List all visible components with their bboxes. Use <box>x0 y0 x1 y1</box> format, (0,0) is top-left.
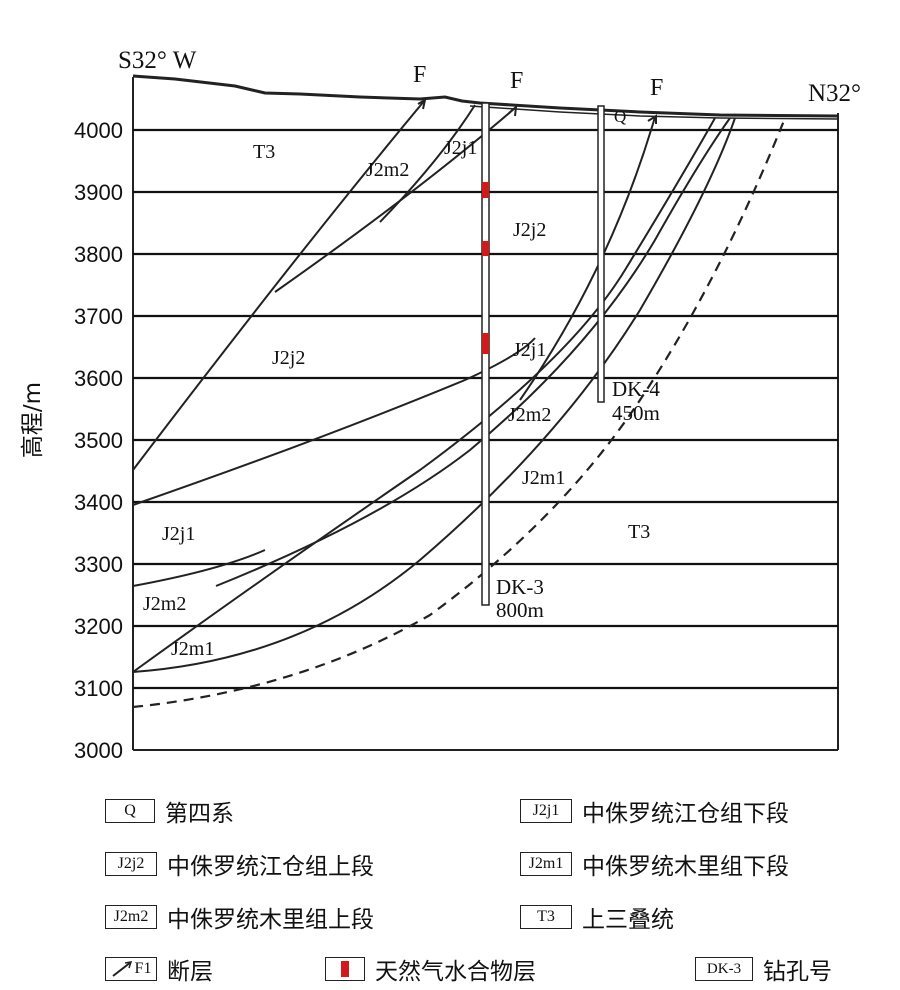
y-tick-3600: 3600 <box>74 366 123 391</box>
y-tick-labels: 4000 3900 3800 3700 3600 3500 3400 3300 … <box>74 118 123 763</box>
unit-label-j2j1-left: J2j1 <box>162 523 195 545</box>
y-tick-3200: 3200 <box>74 614 123 639</box>
legend-text-j2j2: 中侏罗统江仓组上段 <box>167 854 374 880</box>
t3-boundary-dashed <box>132 117 787 709</box>
legend-symbol-j2m2: J2m2 <box>105 905 157 929</box>
strata-boundaries <box>132 117 736 673</box>
legend-item-j2m1: J2m1 中侏罗统木里组下段 <box>520 847 789 881</box>
legend-text-t3: 上三叠统 <box>582 907 674 933</box>
legend-text-j2j1: 中侏罗统江仓组下段 <box>582 801 789 827</box>
legend-symbol-borehole: DK-3 <box>695 957 753 981</box>
hydrate-layer-3 <box>482 333 489 354</box>
left-direction-label: S32° W <box>118 47 197 74</box>
borehole-dk3-id: DK-3 <box>496 575 544 599</box>
borehole-dk3-depth: 800m <box>496 598 544 622</box>
legend-text-j2m2: 中侏罗统木里组上段 <box>167 907 374 933</box>
y-tick-3500: 3500 <box>74 428 123 453</box>
unit-label-j2m2-left: J2m2 <box>143 593 186 615</box>
legend-symbol-j2j1: J2j1 <box>520 799 572 823</box>
borehole-dk4 <box>597 105 605 403</box>
y-tick-3300: 3300 <box>74 552 123 577</box>
legend-symbol-j2m1: J2m1 <box>520 852 572 876</box>
legend-text-hydrate: 天然气水合物层 <box>375 959 536 985</box>
legend-text-q: 第四系 <box>165 801 234 827</box>
fault-label-1: F <box>413 62 426 88</box>
hydrate-layer-2 <box>482 241 489 256</box>
legend-item-q: Q 第四系 <box>105 794 234 828</box>
fault-symbol-text: F1 <box>134 960 152 977</box>
y-tick-3700: 3700 <box>74 304 123 329</box>
unit-label-j2m2-top: J2m2 <box>366 159 409 181</box>
borehole-dk3 <box>481 102 490 606</box>
hydrate-layer-1 <box>482 182 489 198</box>
legend-symbol-fault: F1 <box>105 957 157 981</box>
legend-text-fault: 断层 <box>167 959 213 985</box>
fault-label-3: F <box>650 75 663 101</box>
ground-surface <box>132 74 839 118</box>
unit-label-j2m2-mid: J2m2 <box>508 404 551 426</box>
unit-label-j2j1-top: J2j1 <box>444 137 477 159</box>
legend-item-j2j1: J2j1 中侏罗统江仓组下段 <box>520 794 789 828</box>
legend-item-fault: F1 断层 <box>105 952 213 986</box>
y-tick-3100: 3100 <box>74 676 123 701</box>
unit-label-j2j2-left: J2j2 <box>272 347 305 369</box>
y-axis-label: 高程/m <box>20 382 46 458</box>
legend-text-borehole: 钻孔号 <box>763 959 832 985</box>
y-tick-3000: 3000 <box>74 738 123 763</box>
legend-symbol-q: Q <box>105 799 155 823</box>
unit-label-q: Q <box>614 107 626 126</box>
unit-label-t3-top: T3 <box>253 141 275 163</box>
legend-text-j2m1: 中侏罗统木里组下段 <box>582 854 789 880</box>
legend-item-j2j2: J2j2 中侏罗统江仓组上段 <box>105 847 374 881</box>
y-tick-3400: 3400 <box>74 490 123 515</box>
legend-item-j2m2: J2m2 中侏罗统木里组上段 <box>105 900 374 934</box>
borehole-dk4-id: DK-4 <box>612 377 660 401</box>
ground-surface-inner <box>469 105 839 120</box>
fault-symbol-icon <box>111 961 132 977</box>
unit-label-j2j1-mid: J2j1 <box>513 339 546 361</box>
unit-label-t3-right: T3 <box>628 521 650 543</box>
geologic-cross-section: 4000 3900 3800 3700 3600 3500 3400 3300 … <box>20 47 861 763</box>
legend-symbol-hydrate <box>325 957 365 981</box>
unit-labels: T3 J2m2 J2j1 Q J2j2 J2j2 J2j1 J2m2 J2m1 … <box>143 107 650 660</box>
borehole-dk4-depth: 450m <box>612 401 660 425</box>
legend-item-t3: T3 上三叠统 <box>520 900 674 934</box>
legend-symbol-j2j2: J2j2 <box>105 852 157 876</box>
faults <box>132 98 657 471</box>
unit-label-j2m1-left: J2m1 <box>171 638 214 660</box>
y-tick-3900: 3900 <box>74 180 123 205</box>
y-tick-3800: 3800 <box>74 242 123 267</box>
legend-symbol-t3: T3 <box>520 905 572 929</box>
legend-item-hydrate: 天然气水合物层 <box>325 952 536 986</box>
fault-label-2: F <box>510 68 523 94</box>
legend: Q 第四系 J2j1 中侏罗统江仓组下段 J2j2 中侏罗统江仓组上段 J2m1… <box>0 780 900 990</box>
hydrate-symbol-icon <box>341 961 349 977</box>
legend-item-borehole: DK-3 钻孔号 <box>695 952 832 986</box>
unit-label-j2j2-center: J2j2 <box>513 219 546 241</box>
right-direction-label: N32° <box>808 80 861 107</box>
y-tick-4000: 4000 <box>74 118 123 143</box>
unit-label-j2m1-mid: J2m1 <box>522 467 565 489</box>
